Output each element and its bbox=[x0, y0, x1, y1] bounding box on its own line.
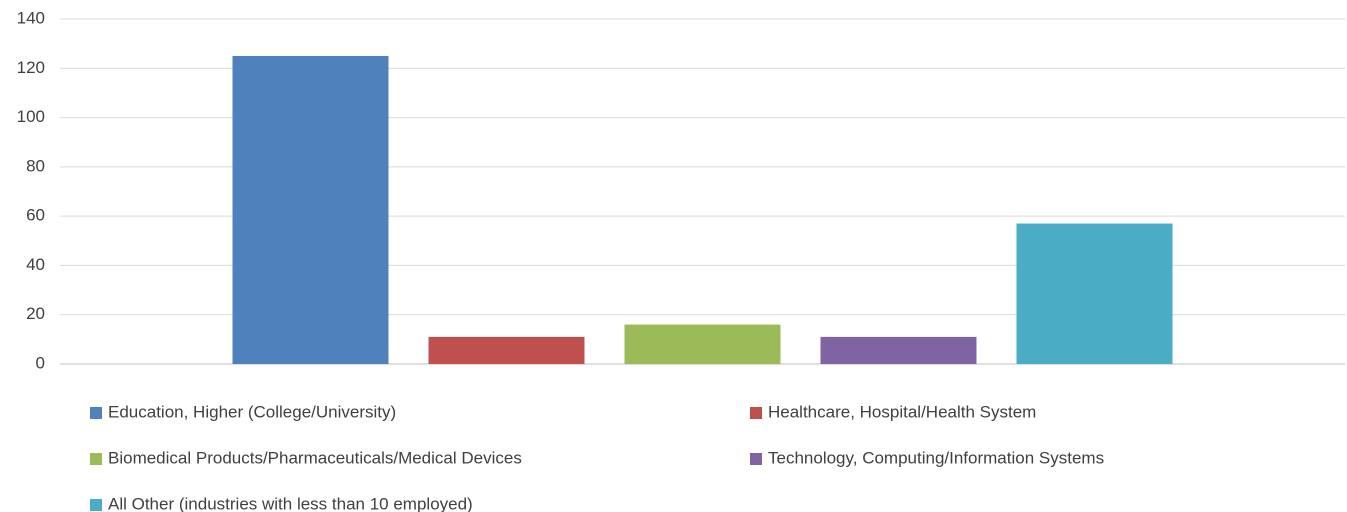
bar bbox=[820, 336, 977, 364]
legend-label: Education, Higher (College/University) bbox=[108, 402, 396, 421]
bar bbox=[428, 336, 585, 364]
legend-swatch bbox=[750, 453, 762, 465]
legend-label: Technology, Computing/Information System… bbox=[768, 448, 1104, 467]
legend-label: Biomedical Products/Pharmaceuticals/Medi… bbox=[108, 448, 522, 467]
y-tick-label: 100 bbox=[17, 107, 45, 126]
y-tick-label: 0 bbox=[36, 353, 45, 372]
y-tick-label: 20 bbox=[26, 304, 45, 323]
bar bbox=[624, 324, 781, 364]
legend-swatch bbox=[90, 407, 102, 419]
legend-swatch bbox=[90, 499, 102, 511]
legend-label: All Other (industries with less than 10 … bbox=[108, 494, 473, 512]
bar bbox=[232, 55, 389, 364]
legend-swatch bbox=[90, 453, 102, 465]
y-tick-label: 80 bbox=[26, 156, 45, 175]
legend-label: Healthcare, Hospital/Health System bbox=[768, 402, 1036, 421]
y-tick-label: 60 bbox=[26, 206, 45, 225]
y-tick-label: 120 bbox=[17, 58, 45, 77]
y-tick-label: 140 bbox=[17, 8, 45, 27]
bar bbox=[1016, 223, 1173, 364]
y-tick-label: 40 bbox=[26, 255, 45, 274]
legend-swatch bbox=[750, 407, 762, 419]
